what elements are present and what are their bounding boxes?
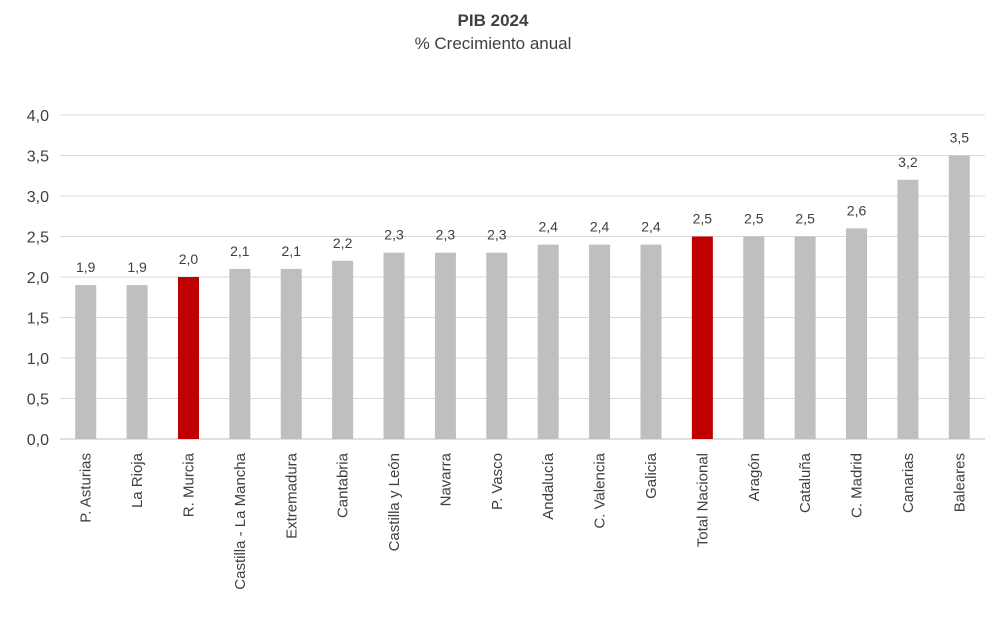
bar <box>640 244 662 439</box>
y-tick-label: 3,0 <box>27 189 49 206</box>
y-tick-label: 2,0 <box>27 270 49 287</box>
bar <box>75 285 97 439</box>
y-tick-label: 0,0 <box>27 432 49 449</box>
bar <box>846 228 868 439</box>
data-label: 2,5 <box>693 211 713 227</box>
x-tick-label: Baleares <box>951 453 968 512</box>
x-tick-label: Canarias <box>900 453 917 513</box>
x-tick-label: C. Valencia <box>592 452 609 528</box>
data-label: 2,3 <box>384 227 404 243</box>
y-tick-label: 1,5 <box>27 311 49 328</box>
x-tick-label: Cataluña <box>797 452 814 513</box>
bar <box>126 285 148 439</box>
y-tick-label: 4,0 <box>27 108 49 125</box>
data-label: 2,3 <box>487 227 507 243</box>
bar <box>177 277 199 439</box>
data-label: 2,6 <box>847 202 867 218</box>
x-tick-label: Extremadura <box>283 452 300 539</box>
data-label: 2,5 <box>744 211 764 227</box>
x-tick-label: Galicia <box>643 452 660 499</box>
y-tick-label: 0,5 <box>27 392 49 409</box>
x-tick-label: Andalucía <box>540 452 557 519</box>
data-label: 1,9 <box>76 259 96 275</box>
bar <box>897 179 919 440</box>
data-label: 2,3 <box>436 227 456 243</box>
bar <box>383 252 405 439</box>
x-tick-label: Cantabria <box>335 452 352 518</box>
data-label: 1,9 <box>127 259 147 275</box>
bar <box>948 155 970 439</box>
data-label: 2,0 <box>179 251 199 267</box>
x-tick-label: P. Asturias <box>78 453 95 523</box>
y-tick-label: 1,0 <box>27 351 49 368</box>
x-tick-label: Castilla - La Mancha <box>232 452 249 589</box>
data-label: 2,4 <box>538 219 558 235</box>
bar <box>794 236 816 439</box>
data-label: 2,1 <box>230 243 250 259</box>
x-tick-label: P. Vasco <box>489 453 506 510</box>
bar <box>229 268 251 439</box>
data-label: 3,5 <box>950 130 970 146</box>
bar <box>486 252 508 439</box>
y-tick-label: 2,5 <box>27 230 49 247</box>
bar <box>589 244 611 439</box>
y-tick-label: 3,5 <box>27 149 49 166</box>
bar <box>280 268 302 439</box>
x-tick-label: Castilla y León <box>386 453 403 551</box>
bar <box>691 236 713 439</box>
x-tick-label: Total Nacional <box>694 453 711 547</box>
x-tick-label: Aragón <box>746 453 763 501</box>
data-label: 2,1 <box>282 243 302 259</box>
data-label: 2,4 <box>590 219 610 235</box>
x-tick-label: R. Murcia <box>180 452 197 517</box>
data-label: 2,4 <box>641 219 661 235</box>
data-label: 2,2 <box>333 235 353 251</box>
x-tick-label: Navarra <box>437 452 454 506</box>
bar <box>332 260 354 439</box>
x-tick-label: C. Madrid <box>849 453 866 518</box>
data-label: 3,2 <box>898 154 918 170</box>
data-label: 2,5 <box>795 211 815 227</box>
x-tick-label: La Rioja <box>129 452 146 508</box>
bar <box>537 244 559 439</box>
bar <box>743 236 765 439</box>
bar <box>434 252 456 439</box>
